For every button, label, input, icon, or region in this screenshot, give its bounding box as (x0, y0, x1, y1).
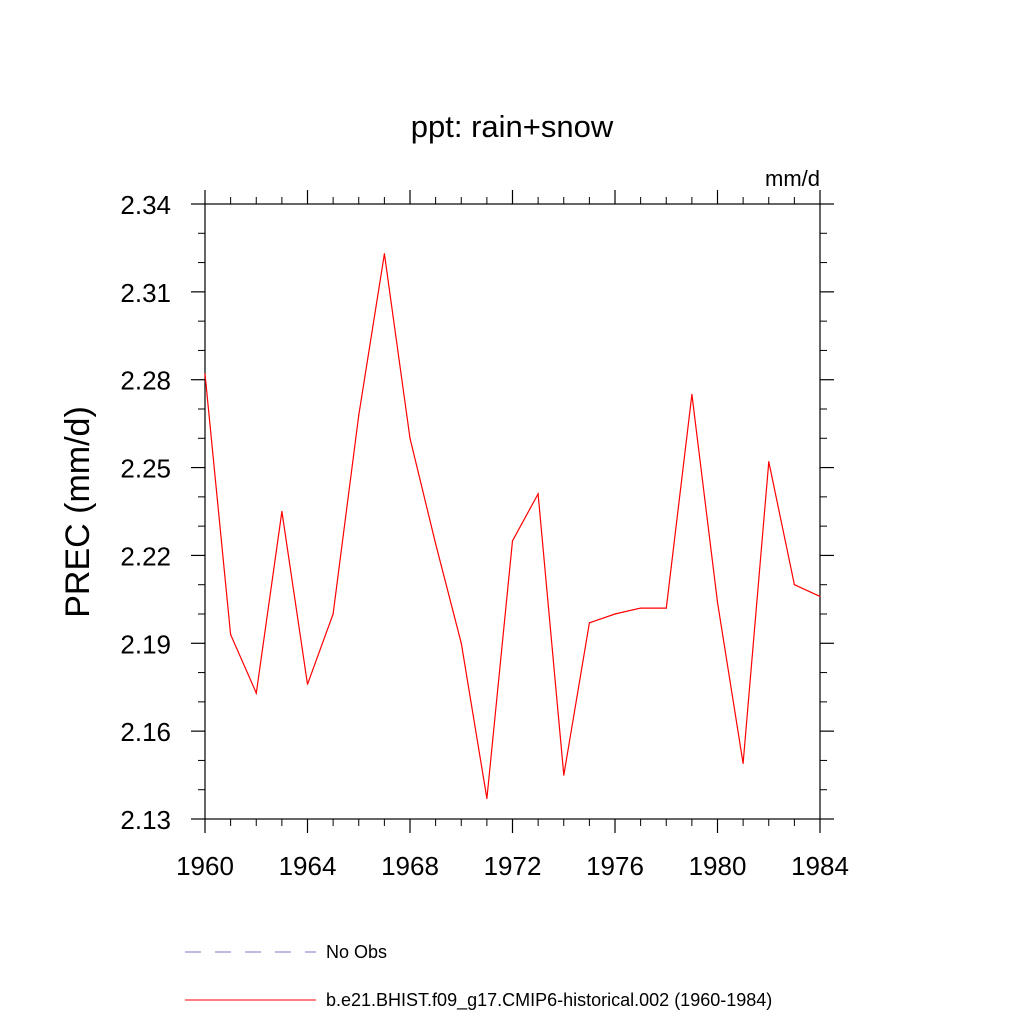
data-point (409, 437, 411, 439)
data-point (358, 414, 360, 416)
data-point (281, 510, 283, 513)
data-point (383, 253, 385, 255)
y-tick-label: 2.31 (120, 278, 171, 308)
x-tick-label: 1968 (381, 851, 439, 881)
x-tick-label: 1980 (689, 851, 747, 881)
y-axis-label: PREC (mm/d) (59, 406, 97, 618)
y-tick-label: 2.19 (120, 629, 171, 659)
y-tick-label: 2.28 (120, 366, 171, 396)
y-tick-label: 2.16 (120, 717, 171, 747)
x-tick-label: 1976 (586, 851, 644, 881)
y-tick-labels: 2.13 2.16 2.19 2.22 2.25 2.28 2.31 2.34 (120, 190, 171, 835)
data-point (306, 683, 309, 685)
chart-title: ppt: rain+snow (411, 109, 614, 144)
y-tick-label: 2.13 (120, 805, 171, 835)
data-point (460, 642, 462, 644)
data-point (486, 797, 488, 800)
data-point (665, 607, 667, 609)
x-tick-label: 1972 (484, 851, 542, 881)
y-tick-label: 2.34 (120, 190, 171, 220)
data-point (716, 601, 719, 603)
data-point (742, 762, 744, 764)
data-point (819, 595, 821, 598)
data-point (332, 613, 334, 615)
data-point (435, 543, 437, 545)
data-point (537, 493, 539, 495)
x-tick-label: 1960 (176, 851, 234, 881)
data-point (563, 774, 565, 776)
data-point (588, 622, 590, 624)
series-line-0 (204, 253, 821, 799)
y-tick-label: 2.25 (120, 454, 171, 484)
data-point (255, 692, 257, 694)
axis-ticks (191, 190, 834, 833)
data-point (640, 607, 642, 609)
x-tick-labels: 1960 1964 1968 1972 1976 1980 1984 (176, 851, 849, 881)
data-point (511, 540, 514, 542)
series-layer (204, 253, 821, 800)
data-point (691, 393, 693, 395)
x-tick-label: 1984 (791, 851, 849, 881)
legend-label-0: No Obs (326, 942, 387, 962)
data-point (768, 461, 770, 463)
data-point (230, 633, 232, 636)
y-tick-label: 2.22 (120, 541, 171, 571)
plot-frame (204, 203, 821, 820)
legend: No Obs b.e21.BHIST.f09_g17.CMIP6-historic… (185, 942, 772, 1011)
data-point (793, 584, 795, 586)
units-label: mm/d (765, 166, 820, 191)
x-tick-label: 1964 (279, 851, 337, 881)
data-point (614, 613, 616, 615)
data-point (204, 373, 206, 375)
legend-label-1: b.e21.BHIST.f09_g17.CMIP6-historical.002… (326, 990, 772, 1011)
